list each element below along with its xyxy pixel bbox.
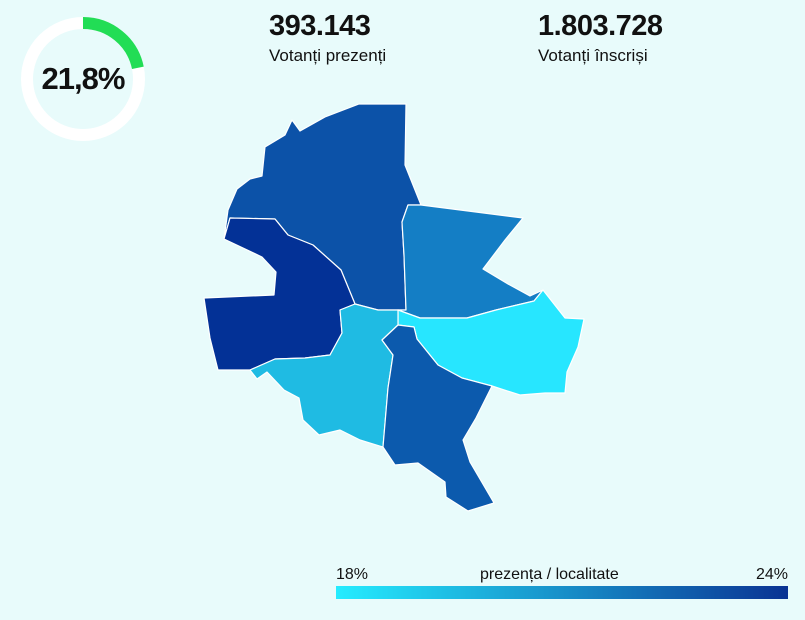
turnout-legend: 18% prezența / localitate 24% [336,566,788,602]
voters-registered-count: 1.803.728 [538,10,663,42]
turnout-ring-graphic [21,17,145,141]
voters-present-count: 393.143 [269,10,371,42]
legend-color-scale [336,586,788,599]
voters-present-stat: 393.143 Votanți prezenți [269,10,386,66]
turnout-ring-fill [82,17,144,70]
turnout-gauge: 21,8% [18,14,148,144]
legend-min-label: 18% [336,566,369,583]
legend-max-label: 24% [755,566,788,583]
voters-registered-label: Votanți înscriși [538,46,648,65]
legend-title: prezența / localitate [480,566,619,583]
map-sector-east[interactable] [397,204,544,319]
voters-registered-stat: 1.803.728 Votanți înscriși [538,10,663,66]
turnout-percentage: 21,8% [41,61,126,96]
voters-present-label: Votanți prezenți [269,46,387,65]
map-sector-south[interactable] [381,324,495,512]
map-sector-southwest[interactable] [249,303,399,448]
